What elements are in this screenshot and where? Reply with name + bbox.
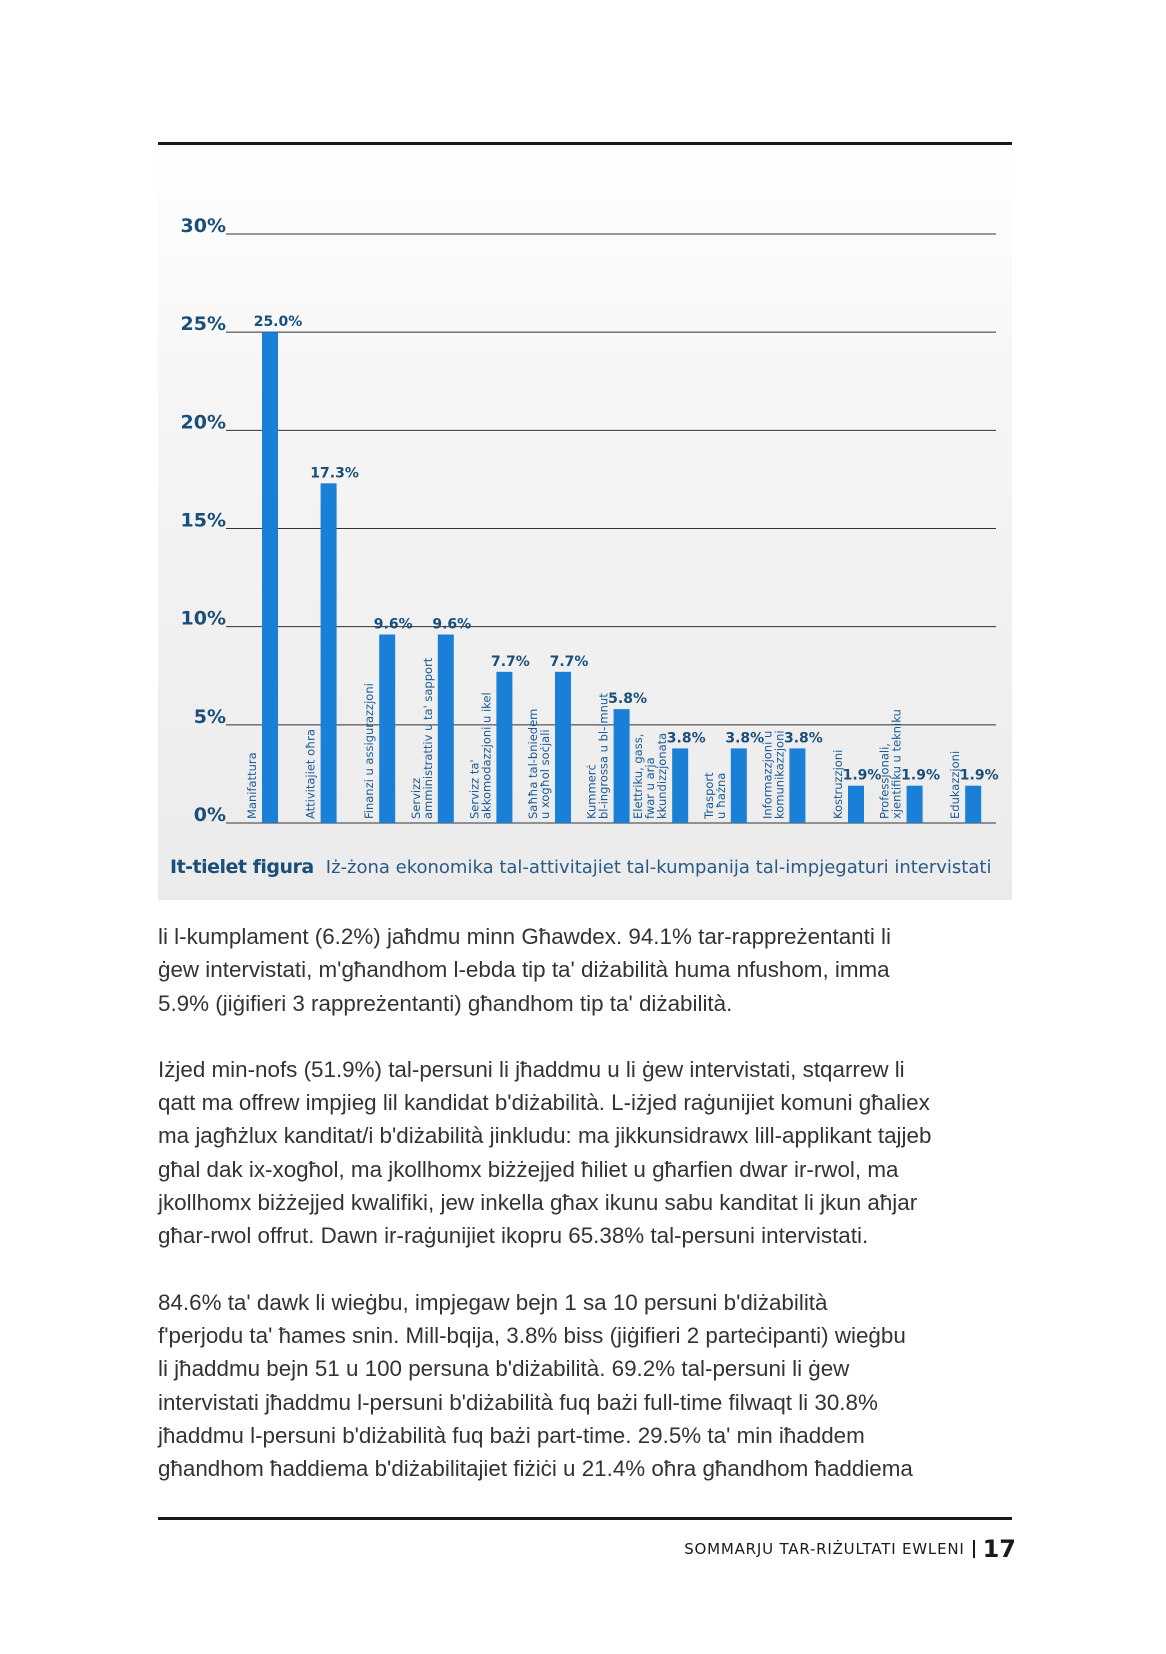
bar-value-label: 3.8% [784,730,823,746]
category-label-line: xjentifiku u tekniku [890,709,904,819]
text-line: għal dak ix-xogħol, ma jkollhomx biżżejj… [158,1156,899,1182]
text-line: jkollhomx biżżejjed kwalifiki, jew inkel… [158,1190,918,1216]
bar [965,785,982,823]
bar-value-label: 5.8% [608,691,647,707]
category-label-line: Manifattura [245,752,259,819]
bar [555,671,571,823]
category-label: Saħħa tal-bniedemu xogħol soċjali [526,709,552,819]
category-label: Kostruzzjoni [831,750,845,819]
figure-caption-text: Iż-żona ekonomika tal-attivitajiet tal-k… [325,857,992,878]
text-line: jħaddmu l-persuni b'diżabilità fuq bażi … [158,1422,865,1448]
bar-value-label: 9.6% [432,617,471,633]
y-tick-label: 15% [181,510,226,532]
paragraph: li l-kumplament (6.2%) jaħdmu minn Għawd… [158,920,1018,1020]
text-line: ġew intervistati, m'għandhom l-ebda tip … [158,957,890,983]
y-tick-label: 10% [181,608,226,630]
category-label-line: Attivitajiet oħra [304,729,318,819]
bar [320,483,337,823]
bar-value-label: 7.7% [550,654,589,670]
bar [437,634,454,823]
paragraph: 84.6% ta' dawk li wieġbu, impjegaw bejn … [158,1286,1018,1486]
bar [262,332,278,823]
paragraph: Iżjed min-nofs (51.9%) tal-persuni li jħ… [158,1053,1018,1253]
category-label: Servizz ta'akkomodazzjoni u ikel [467,692,493,819]
text-line: għandhom ħaddiema b'diżabilitajiet fiżiċ… [158,1456,913,1482]
top-rule [158,142,1012,145]
text-line: intervistati jħaddmu l-persuni b'diżabil… [158,1389,878,1415]
bottom-rule [158,1517,1012,1520]
category-label-line: Elettriku, gass, [631,734,645,819]
bar [906,785,923,823]
category-label-line: u ħażna [714,773,728,819]
bar-value-label: 1.9% [901,768,940,784]
category-label-line: u xogħol soċjali [538,729,552,819]
category-label-line: Servizz ta' [467,759,481,819]
y-tick-label: 5% [194,706,226,728]
y-tick-label: 20% [181,411,226,433]
bar-value-label: 17.3% [310,465,359,481]
bar-value-label: 3.8% [667,730,706,746]
bar-value-label: 1.9% [843,768,882,784]
category-label: Servizzamministrattiv u ta' sapport [409,657,435,819]
footer-separator [972,1540,975,1558]
category-label: Trasportu ħażna [702,772,728,820]
category-label-line: Saħħa tal-bniedem [526,709,540,819]
category-label-line: Informazzjoni u [760,731,774,819]
category-label-line: Kummerċ [585,764,599,819]
category-label: Professjonali,xjentifiku u tekniku [878,709,904,819]
page-footer: SOMMARJU TAR-RIŻULTATI EWLENI 17 [684,1532,1016,1566]
bar-chart: 0% 5% 10% 15% 20% 25% 30% 25.0% Manifattura 17.3%… [181,215,999,826]
category-label-line: Finanzi u assigurazzjoni [362,683,376,819]
category-label-line: Trasport [702,772,716,820]
category-label: Manifattura [245,752,259,819]
bar-value-label: 7.7% [491,654,530,670]
category-label: Attivitajiet oħra [304,729,318,819]
bar-value-label: 1.9% [960,768,999,784]
text-line: li jħaddmu bejn 51 u 100 persuna b'diżab… [158,1356,850,1382]
category-label-line: Professjonali, [878,743,892,819]
bar [496,671,513,823]
bar [789,748,806,823]
bar-value-label: 9.6% [374,617,413,633]
category-label-line: komunikazzjoni [772,730,786,819]
footer-title: SOMMARJU TAR-RIŻULTATI EWLENI [684,1540,965,1558]
category-label-line: Servizz [409,778,423,819]
bar [730,748,747,823]
text-line: 84.6% ta' dawk li wieġbu, impjegaw bejn … [158,1289,828,1315]
bar [613,709,630,823]
category-label: Kummerċbl-ingrossa u bl-imnut [585,693,611,819]
bar [672,748,689,823]
figure-caption: It-tielet figura Iż-żona ekonomika tal-a… [170,852,1010,882]
text-line: Iżjed min-nofs (51.9%) tal-persuni li jħ… [158,1056,905,1082]
category-label: Elettriku, gass,fwar u arjakkundizzjonat… [631,733,669,819]
category-label-line: Kostruzzjoni [831,750,845,819]
category-label: Informazzjoni ukomunikazzjoni [760,730,786,819]
category-label: Finanzi u assigurazzjoni [362,683,376,819]
category-label-line: Edukazzjoni [948,751,962,819]
category-label: Edukazzjoni [948,751,962,819]
y-tick-label: 30% [181,215,226,237]
bar [379,634,396,823]
figure-chart-panel: 0% 5% 10% 15% 20% 25% 30% 25.0% Manifattura 17.3%… [158,145,1012,900]
text-line: f'perjodu ta' ħames snin. Mill-bqija, 3.… [158,1322,906,1348]
text-line: ma jagħżlux kanditat/i b'diżabilità jink… [158,1123,932,1149]
category-label-line: akkomodazzjoni u ikel [479,692,493,819]
category-label-line: fwar u arja [643,757,657,819]
page-number: 17 [982,1535,1016,1563]
text-line: għar-rwol offrut. Dawn ir-raġunijiet iko… [158,1223,869,1249]
figure-caption-label: It-tielet figura [170,856,314,878]
y-tick-label: 0% [194,804,226,826]
bar-value-label: 3.8% [725,730,764,746]
text-line: li l-kumplament (6.2%) jaħdmu minn Għawd… [158,924,891,949]
category-label-line: bl-ingrossa u bl-imnut [597,693,611,819]
bar [848,785,864,823]
text-line: qatt ma offrew impjieg lil kandidat b'di… [158,1090,930,1116]
category-label-line: kkundizzjonata [655,733,669,819]
bar-value-label: 25.0% [254,314,303,330]
text-line: 5.9% (jiġifieri 3 rappreżentanti) għandh… [158,990,733,1016]
y-tick-label: 25% [181,313,226,335]
category-label-line: amministrattiv u ta' sapport [421,657,435,819]
body-text: li l-kumplament (6.2%) jaħdmu minn Għawd… [158,920,1018,1518]
